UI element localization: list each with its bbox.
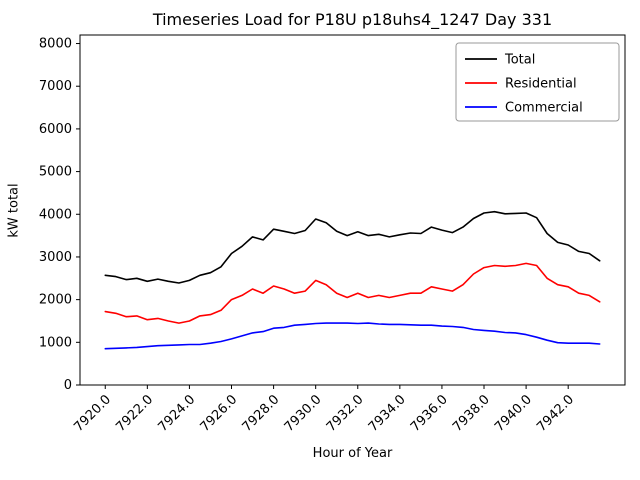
x-tick-label: 7942.0 bbox=[534, 392, 577, 435]
x-tick-label: 7924.0 bbox=[155, 392, 198, 435]
legend-label-total: Total bbox=[504, 53, 535, 68]
chart-title: Timeseries Load for P18U p18uhs4_1247 Da… bbox=[152, 10, 553, 29]
x-tick-label: 7926.0 bbox=[198, 392, 241, 435]
y-tick-label: 6000 bbox=[39, 122, 72, 137]
y-axis-label: kW total bbox=[6, 183, 22, 238]
legend-box bbox=[455, 42, 620, 122]
y-tick-label: 0 bbox=[64, 378, 72, 393]
y-tick-label: 7000 bbox=[39, 79, 72, 94]
y-tick-label: 1000 bbox=[39, 335, 72, 350]
y-tick-label: 4000 bbox=[39, 207, 72, 222]
series-residential-line bbox=[104, 262, 601, 324]
y-tick-label: 3000 bbox=[39, 250, 72, 265]
x-tick-label: 7930.0 bbox=[282, 392, 325, 435]
legend-label-commercial: Commercial bbox=[505, 101, 583, 116]
x-axis-label: Hour of Year bbox=[312, 446, 393, 461]
x-tick-label: 7928.0 bbox=[240, 392, 283, 435]
x-tick-label: 7920.0 bbox=[71, 392, 114, 435]
y-tick-label: 5000 bbox=[39, 165, 72, 180]
x-tick-label: 7938.0 bbox=[450, 392, 493, 435]
series-commercial-line bbox=[104, 322, 601, 350]
plot-border bbox=[79, 34, 626, 386]
x-tick-label: 7934.0 bbox=[366, 392, 409, 435]
x-tick-label: 7940.0 bbox=[492, 392, 535, 435]
x-tick-label: 7936.0 bbox=[408, 392, 451, 435]
series-total-line bbox=[104, 210, 601, 284]
y-tick-label: 8000 bbox=[39, 37, 72, 52]
legend-label-residential: Residential bbox=[505, 77, 577, 92]
y-tick-label: 2000 bbox=[39, 293, 72, 308]
x-tick-label: 7922.0 bbox=[113, 392, 156, 435]
x-tick-label: 7932.0 bbox=[324, 392, 367, 435]
